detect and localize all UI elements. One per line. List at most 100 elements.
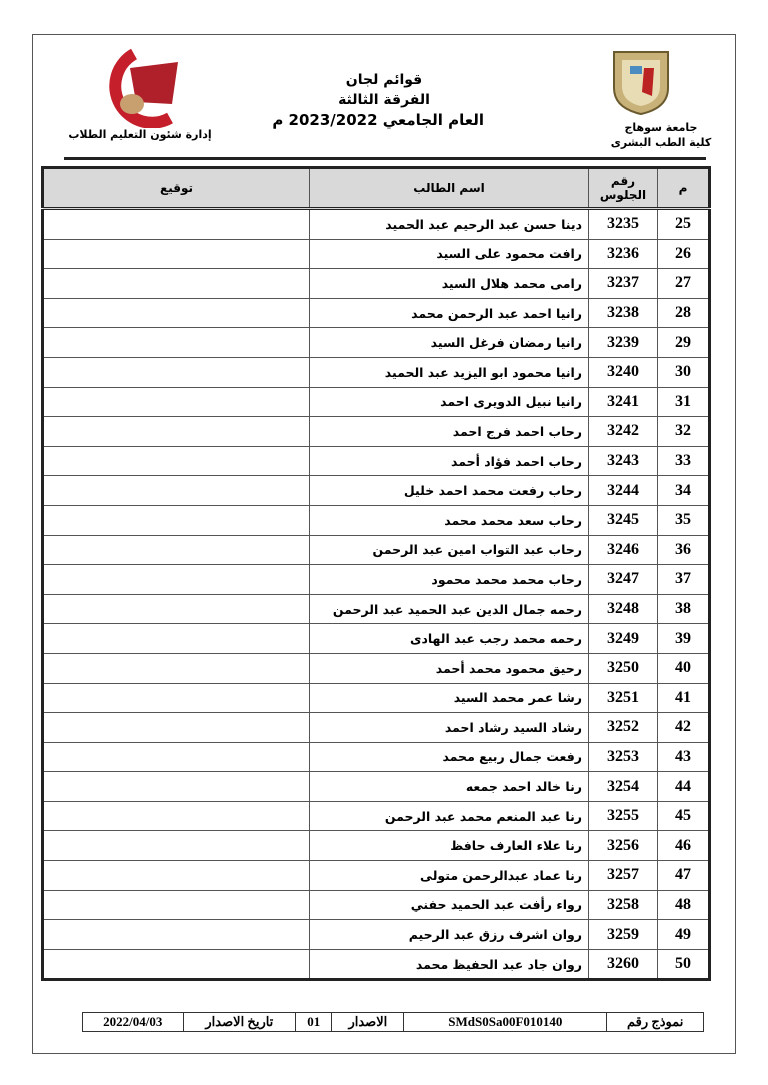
seat-number: 3252 [588, 712, 658, 743]
row-number: 28 [657, 297, 710, 329]
row-number: 35 [657, 504, 710, 536]
student-name: رامى محمد هلال السيد [309, 268, 589, 299]
row-number: 41 [657, 682, 710, 714]
table-row: 40 3250 رحيق محمود محمد أحمد [42, 652, 710, 684]
form-number-value: SMdS0Sa00F010140 [403, 1012, 608, 1032]
student-name: رحمه محمد رجب عبد الهادى [309, 623, 589, 654]
seat-number: 3238 [588, 297, 658, 329]
signature-cell[interactable] [42, 830, 310, 862]
row-number: 34 [657, 475, 710, 506]
seat-number: 3250 [588, 652, 658, 684]
student-name: روان جاد عبد الحفيظ محمد [309, 948, 589, 981]
table-row: 36 3246 رحاب عبد التواب امين عبد الرحمن [42, 534, 710, 566]
row-number: 25 [657, 208, 710, 240]
signature-cell[interactable] [42, 504, 310, 536]
seat-number: 3254 [588, 771, 658, 802]
row-number: 26 [657, 238, 710, 270]
seat-number: 3244 [588, 475, 658, 506]
student-name: رانيا نبيل الدويرى احمد [309, 386, 589, 418]
signature-cell[interactable] [42, 623, 310, 654]
committee-list-table: م رقم الجلوس اسم الطالب توقيع 25 3235 دي… [41, 166, 711, 982]
signature-cell[interactable] [42, 712, 310, 743]
seat-number: 3257 [588, 860, 658, 891]
table-row: 25 3235 دينا حسن عبد الرحيم عبد الحميد [42, 208, 710, 240]
signature-cell[interactable] [42, 386, 310, 418]
student-name: رنا عبد المنعم محمد عبد الرحمن [309, 800, 589, 832]
student-name: رافت محمود على السيد [309, 238, 589, 270]
table-row: 43 3253 رفعت جمال ربيع محمد [42, 741, 710, 773]
student-name: رنا خالد احمد جمعه [309, 771, 589, 802]
signature-cell[interactable] [42, 593, 310, 625]
row-number: 32 [657, 416, 710, 447]
table-row: 27 3237 رامى محمد هلال السيد [42, 268, 710, 299]
table-row: 42 3252 رشاد السيد رشاد احمد [42, 712, 710, 743]
table-row: 39 3249 رحمه محمد رجب عبد الهادى [42, 623, 710, 654]
signature-cell[interactable] [42, 800, 310, 832]
table-header-row: م رقم الجلوس اسم الطالب توقيع [42, 167, 710, 210]
student-name: رحاب عبد التواب امين عبد الرحمن [309, 534, 589, 566]
signature-cell[interactable] [42, 682, 310, 714]
student-name: رشا عمر محمد السيد [309, 682, 589, 714]
student-name: رانيا احمد عبد الرحمن محمد [309, 297, 589, 329]
form-info-table: نموذج رقم SMdS0Sa00F010140 الاصدار 01 تا… [82, 1012, 704, 1032]
faculty-logo [109, 48, 178, 128]
row-number: 38 [657, 593, 710, 625]
signature-cell[interactable] [42, 475, 310, 506]
signature-cell[interactable] [42, 652, 310, 684]
row-number: 39 [657, 623, 710, 654]
row-number: 36 [657, 534, 710, 566]
row-number: 50 [657, 948, 710, 981]
row-number: 37 [657, 564, 710, 595]
signature-cell[interactable] [42, 416, 310, 447]
title-line: الفرقة الثالثة [338, 92, 430, 108]
student-name: رحاب محمد محمد محمود [309, 564, 589, 595]
signature-cell[interactable] [42, 356, 310, 388]
student-name: رانيا رمضان فرغل السيد [309, 327, 589, 358]
document-title: قوائم لجان الفرقة الثالثة العام الجامعي … [272, 70, 484, 130]
student-name: رواء رأفت عبد الحميد حفني [309, 889, 589, 921]
signature-cell[interactable] [42, 208, 310, 240]
row-number: 44 [657, 771, 710, 802]
seat-number: 3249 [588, 623, 658, 654]
form-number-label: نموذج رقم [606, 1012, 704, 1032]
student-name: رحيق محمود محمد أحمد [309, 652, 589, 684]
signature-cell[interactable] [42, 741, 310, 773]
title-line: العام الجامعي 2023/2022 م [272, 111, 484, 129]
student-name: رحاب رفعت محمد احمد خليل [309, 475, 589, 506]
signature-cell[interactable] [42, 919, 310, 950]
signature-cell[interactable] [42, 327, 310, 358]
signature-cell[interactable] [42, 948, 310, 981]
signature-cell[interactable] [42, 771, 310, 802]
seat-number: 3237 [588, 268, 658, 299]
signature-cell[interactable] [42, 889, 310, 921]
title-line: قوائم لجان [345, 72, 423, 88]
seat-number: 3251 [588, 682, 658, 714]
right-org: جامعة سوهاج كلية الطب البشرى [606, 120, 716, 150]
student-name: رانيا محمود ابو اليزيد عبد الحميد [309, 356, 589, 388]
seat-number: 3242 [588, 416, 658, 447]
page-border [32, 34, 736, 1054]
row-number: 27 [657, 268, 710, 299]
signature-cell[interactable] [42, 534, 310, 566]
signature-cell[interactable] [42, 238, 310, 270]
row-number: 47 [657, 860, 710, 891]
column-header-signature: توقيع [42, 167, 310, 210]
signature-cell[interactable] [42, 297, 310, 329]
signature-cell[interactable] [42, 564, 310, 595]
department-name: إدارة شئون التعليم الطلاب [68, 128, 212, 141]
seat-number: 3256 [588, 830, 658, 862]
table-row: 49 3259 روان اشرف رزق عبد الرحيم [42, 919, 710, 950]
issue-date-value: 2022/04/03 [82, 1012, 184, 1032]
table-row: 45 3255 رنا عبد المنعم محمد عبد الرحمن [42, 800, 710, 832]
table-row: 28 3238 رانيا احمد عبد الرحمن محمد [42, 297, 710, 329]
signature-cell[interactable] [42, 445, 310, 477]
signature-cell[interactable] [42, 268, 310, 299]
signature-cell[interactable] [42, 860, 310, 891]
table-row: 41 3251 رشا عمر محمد السيد [42, 682, 710, 714]
university-name: جامعة سوهاج [624, 121, 698, 134]
table-row: 35 3245 رحاب سعد محمد محمد [42, 504, 710, 536]
table-row: 31 3241 رانيا نبيل الدويرى احمد [42, 386, 710, 418]
student-name: رحاب احمد فؤاد أحمد [309, 445, 589, 477]
table-row: 29 3239 رانيا رمضان فرغل السيد [42, 327, 710, 358]
